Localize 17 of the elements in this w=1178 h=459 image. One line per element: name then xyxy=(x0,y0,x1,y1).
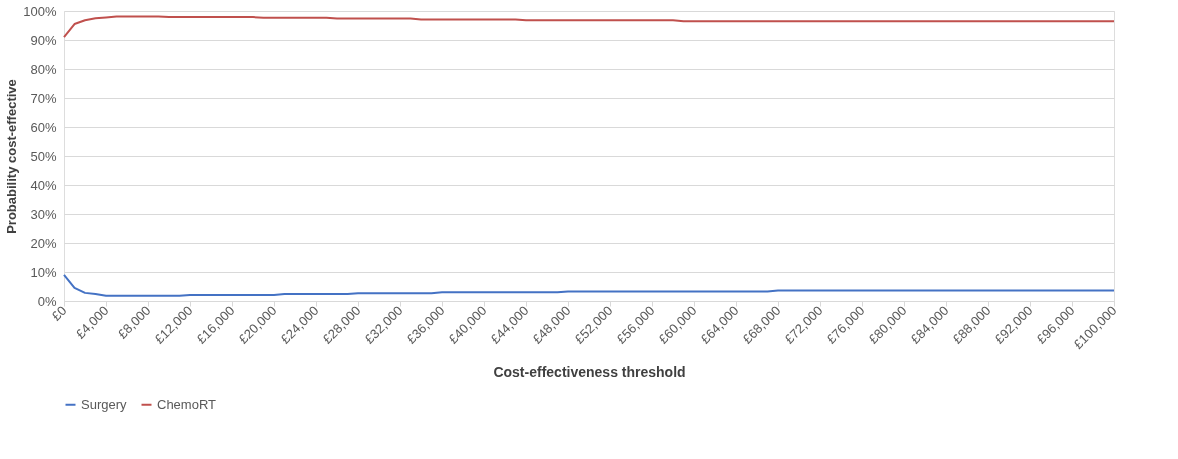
y-tick-label: 50% xyxy=(30,148,57,164)
y-tick-label: 40% xyxy=(30,177,57,193)
y-axis-title: Probability cost-effective xyxy=(4,79,20,234)
y-tick-label: 20% xyxy=(30,235,57,251)
x-axis-title: Cost-effectiveness threshold xyxy=(493,363,686,380)
line-series xyxy=(63,273,1115,297)
legend-label: Surgery xyxy=(81,396,128,412)
y-tick-label: 90% xyxy=(30,32,57,48)
y-tick-label: 100% xyxy=(23,3,57,19)
y-tick-label: 70% xyxy=(30,90,57,106)
line-series xyxy=(63,15,1115,39)
y-tick-label: 60% xyxy=(30,119,57,135)
y-tick-label: 30% xyxy=(30,206,57,222)
legend-label: ChemoRT xyxy=(157,396,217,412)
y-tick-label: 80% xyxy=(30,61,57,77)
y-tick-label: 10% xyxy=(30,264,57,280)
y-tick-label: 0% xyxy=(37,293,57,309)
